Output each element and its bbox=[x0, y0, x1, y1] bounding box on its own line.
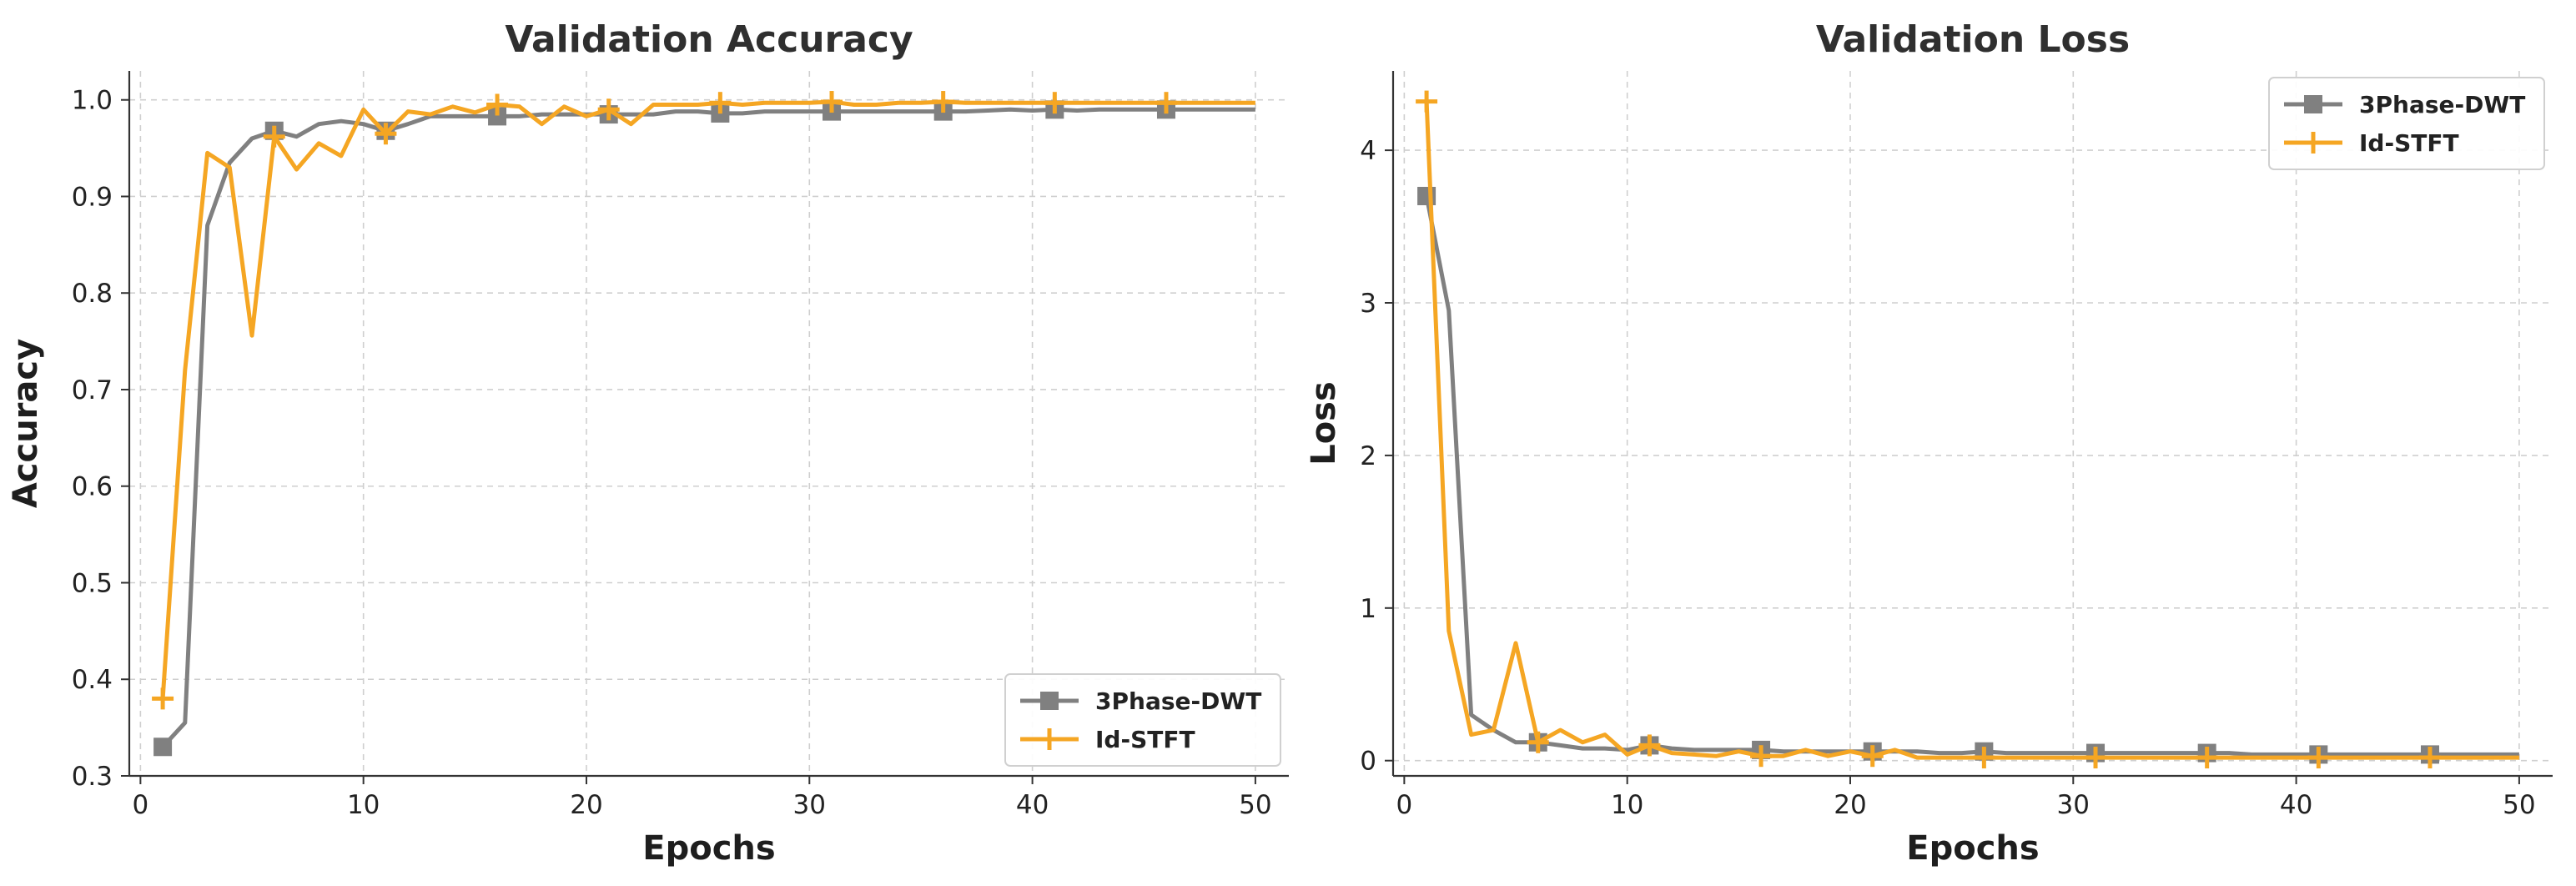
data-point-marker bbox=[488, 107, 507, 126]
series-line bbox=[160, 99, 1255, 699]
y-tick-label: 0.3 bbox=[72, 762, 113, 792]
data-point-marker bbox=[2085, 747, 2107, 769]
data-point-marker bbox=[1417, 186, 1436, 205]
chart-title: Validation Accuracy bbox=[505, 18, 913, 61]
x-tick-label: 30 bbox=[2057, 790, 2090, 820]
data-point-marker bbox=[2418, 747, 2441, 769]
y-tick-label: 3 bbox=[1360, 289, 1376, 319]
data-point-marker bbox=[152, 687, 174, 710]
y-tick-label: 1.0 bbox=[72, 86, 113, 116]
data-point-marker bbox=[1638, 734, 1661, 757]
chart-panel-2: 0 10 20 30 40 50 0 1 2 3 4 Validation Loss Epochs Los… bbox=[1305, 18, 2553, 868]
data-point-marker bbox=[821, 91, 843, 113]
data-point-marker bbox=[263, 125, 285, 148]
series-id-stft bbox=[152, 91, 1255, 710]
legend-marker bbox=[2304, 95, 2322, 113]
data-point-marker bbox=[932, 91, 954, 113]
series-3phase-dwt bbox=[153, 100, 1255, 757]
x-tick-label: 20 bbox=[570, 790, 602, 820]
data-point-marker bbox=[1973, 747, 1995, 769]
legend-frame bbox=[1004, 673, 1281, 767]
y-tick-label: 2 bbox=[1360, 441, 1376, 471]
y-axis-label: Loss bbox=[1305, 381, 1343, 466]
x-axis-label: Epochs bbox=[642, 829, 775, 868]
legend: 3Phase-DWT Id-STFT bbox=[2268, 77, 2545, 170]
y-tick-label: 0.7 bbox=[72, 375, 113, 405]
y-tick-label: 4 bbox=[1360, 136, 1376, 166]
x-tick-label: 10 bbox=[347, 790, 380, 820]
legend-frame bbox=[2268, 77, 2545, 170]
chart-panel-1: 0 10 20 30 40 50 0.3 0.4 0.5 0.6 0.7 0.8 0.9 1.0 Valid… bbox=[7, 18, 1289, 868]
y-tick-label: 1 bbox=[1360, 594, 1376, 624]
legend-entry-label: 3Phase-DWT bbox=[2359, 91, 2525, 118]
y-tick-label: 0 bbox=[1360, 747, 1376, 777]
x-tick-label: 50 bbox=[2503, 790, 2535, 820]
data-point-marker bbox=[1416, 90, 1438, 113]
data-point-marker bbox=[1861, 745, 1884, 768]
legend-entry-label: Id-STFT bbox=[1095, 726, 1195, 753]
legend-marker bbox=[2302, 132, 2324, 154]
series-line bbox=[1424, 101, 2519, 760]
data-point-marker bbox=[486, 93, 509, 116]
grid bbox=[129, 71, 1289, 777]
data-point-marker bbox=[2307, 747, 2330, 769]
data-point-marker bbox=[375, 123, 397, 145]
legend-marker bbox=[1039, 728, 1060, 750]
legend: 3Phase-DWT Id-STFT bbox=[1004, 673, 1281, 767]
series-id-stft bbox=[1416, 90, 2519, 769]
data-point-marker bbox=[1155, 92, 1177, 114]
data-point-marker bbox=[153, 737, 173, 757]
data-point-marker bbox=[2196, 747, 2218, 769]
chart-title: Validation Loss bbox=[1816, 18, 2130, 61]
data-point-marker bbox=[709, 92, 732, 114]
series-3phase-dwt bbox=[1417, 186, 2519, 764]
x-tick-label: 10 bbox=[1611, 790, 1643, 820]
data-point-marker bbox=[1750, 745, 1773, 768]
y-tick-label: 0.9 bbox=[72, 182, 113, 212]
x-tick-label: 40 bbox=[1016, 790, 1049, 820]
series-line bbox=[1424, 195, 2519, 757]
x-axis-label: Epochs bbox=[1906, 829, 2039, 868]
x-tick-label: 20 bbox=[1834, 790, 1866, 820]
legend-entry-label: 3Phase-DWT bbox=[1095, 687, 1261, 715]
x-tick-label: 50 bbox=[1239, 790, 1271, 820]
series-line bbox=[161, 107, 1255, 748]
x-tick-label: 0 bbox=[132, 790, 148, 820]
y-tick-label: 0.5 bbox=[72, 568, 113, 598]
y-tick-label: 0.6 bbox=[72, 472, 113, 502]
grid bbox=[1393, 71, 2553, 776]
x-tick-label: 30 bbox=[793, 790, 826, 820]
data-point-marker bbox=[1527, 731, 1549, 753]
y-tick-label: 0.8 bbox=[72, 279, 113, 309]
x-tick-label: 40 bbox=[2280, 790, 2312, 820]
legend-marker bbox=[1040, 692, 1059, 710]
legend-entry-label: Id-STFT bbox=[2359, 129, 2459, 157]
y-axis-label: Accuracy bbox=[7, 339, 45, 508]
y-tick-label: 0.4 bbox=[72, 665, 113, 695]
x-tick-label: 0 bbox=[1396, 790, 1412, 820]
data-point-marker bbox=[597, 98, 620, 121]
data-point-marker bbox=[1044, 92, 1066, 114]
